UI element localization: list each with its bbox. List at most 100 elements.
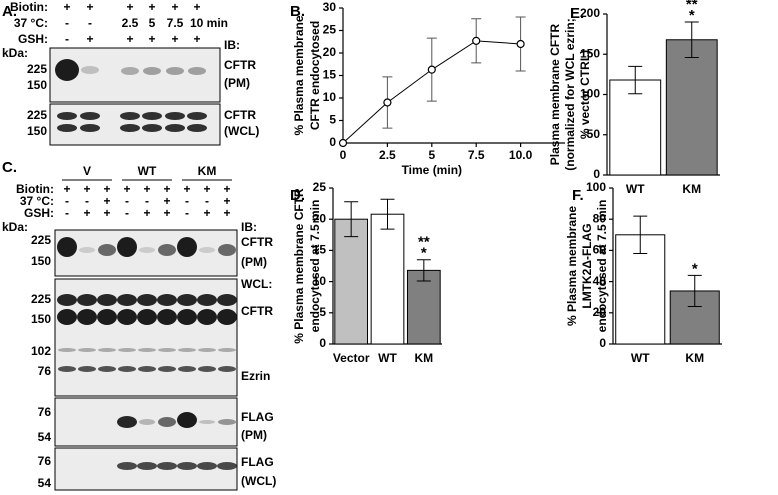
condition-value: + (203, 182, 210, 196)
blot-label: (PM) (241, 428, 267, 442)
condition-value: + (171, 0, 178, 14)
kda-label: kDa: (2, 46, 28, 60)
band (197, 309, 217, 325)
error-bar (344, 201, 359, 238)
band (158, 244, 176, 256)
band (78, 366, 96, 372)
condition-value: + (148, 0, 155, 14)
mw-marker: 225 (27, 62, 47, 76)
panel-label: E. (570, 5, 584, 22)
band (137, 294, 157, 306)
blot-header: WCL: (241, 277, 272, 291)
y-tick-label: 25 (323, 23, 337, 37)
mw-marker: 150 (27, 124, 47, 138)
condition-value: + (63, 182, 70, 196)
band (197, 462, 217, 470)
y-axis-label: CFTR endocytosed (308, 21, 322, 130)
band (218, 366, 236, 372)
condition-value: + (223, 206, 230, 220)
mw-marker: 225 (31, 233, 51, 247)
condition-value: + (193, 0, 200, 14)
band (117, 237, 137, 257)
blot-label: (PM) (241, 255, 267, 269)
point (383, 98, 392, 107)
band (120, 112, 140, 120)
x-tick-label: KM (685, 351, 704, 365)
condition-value: + (63, 0, 70, 14)
band (158, 348, 176, 352)
panel-label: B. (290, 3, 305, 20)
significance: * (421, 245, 427, 262)
band (139, 247, 155, 253)
band (77, 294, 97, 306)
blot-label: CFTR (224, 108, 256, 122)
y-tick-label: 10 (323, 90, 337, 104)
x-tick-label: Vector (333, 351, 370, 365)
point (472, 36, 481, 45)
condition-value: - (88, 16, 92, 30)
x-tick-label: 2.5 (379, 148, 396, 162)
band (142, 112, 162, 120)
y-tick-label: 60 (593, 243, 607, 257)
condition-name: Biotin: (16, 182, 54, 196)
condition-value: - (65, 16, 69, 30)
x-tick-label: 10.0 (509, 148, 533, 162)
condition-value: + (83, 206, 90, 220)
condition-value: 5 (149, 16, 156, 30)
x-tick-label: 5 (428, 148, 435, 162)
condition-value: + (126, 0, 133, 14)
y-tick-label: 0 (329, 135, 336, 149)
y-tick-label: 100 (580, 87, 600, 101)
condition-value: + (163, 182, 170, 196)
bar (665, 39, 718, 176)
y-tick-label: 80 (593, 211, 607, 225)
mw-marker: 150 (27, 78, 47, 92)
band (157, 462, 177, 470)
blot-label: CFTR (241, 304, 273, 318)
y-tick-label: 20 (323, 45, 337, 59)
blot-label: CFTR (224, 58, 256, 72)
blot-label: FLAG (241, 410, 274, 424)
band (198, 348, 216, 352)
band (165, 112, 185, 120)
band (57, 309, 77, 325)
band (217, 309, 237, 325)
condition-value: + (183, 182, 190, 196)
group-label: V (83, 164, 91, 178)
error-bar (380, 198, 395, 230)
band (166, 67, 184, 75)
condition-value: - (85, 194, 89, 208)
y-tick-label: 15 (313, 243, 327, 257)
condition-value: + (148, 32, 155, 46)
band (138, 366, 156, 372)
significance: ** (418, 234, 430, 251)
condition-name: 37 °C: (20, 194, 54, 208)
band (197, 294, 217, 306)
y-axis-label: % Plasma membrane CFTR (292, 188, 306, 344)
band (58, 348, 76, 352)
condition-value: - (205, 194, 209, 208)
blot-header: IB: (241, 220, 257, 234)
condition-value: + (86, 0, 93, 14)
band (157, 309, 177, 325)
y-axis-label: endocytosed at 7.5 min (595, 200, 609, 333)
panel-label: F. (572, 187, 584, 204)
condition-value: + (86, 32, 93, 46)
band (118, 348, 136, 352)
blot (54, 229, 238, 277)
band (178, 366, 196, 372)
y-axis-label: % Plasma membrane (292, 15, 306, 135)
x-tick-label: 0 (340, 148, 347, 162)
band (217, 462, 237, 470)
y-axis-label: (normalized for WCL ezrin; (563, 18, 577, 170)
condition-value: + (203, 206, 210, 220)
blot-label: (PM) (224, 76, 250, 90)
group-label: KM (198, 164, 217, 178)
blot-label: CFTR (241, 235, 273, 249)
band (117, 416, 137, 428)
condition-value: - (65, 194, 69, 208)
condition-name: 37 °C: (14, 16, 48, 30)
band (199, 420, 215, 424)
condition-value: 7.5 (167, 16, 184, 30)
band (55, 59, 79, 81)
